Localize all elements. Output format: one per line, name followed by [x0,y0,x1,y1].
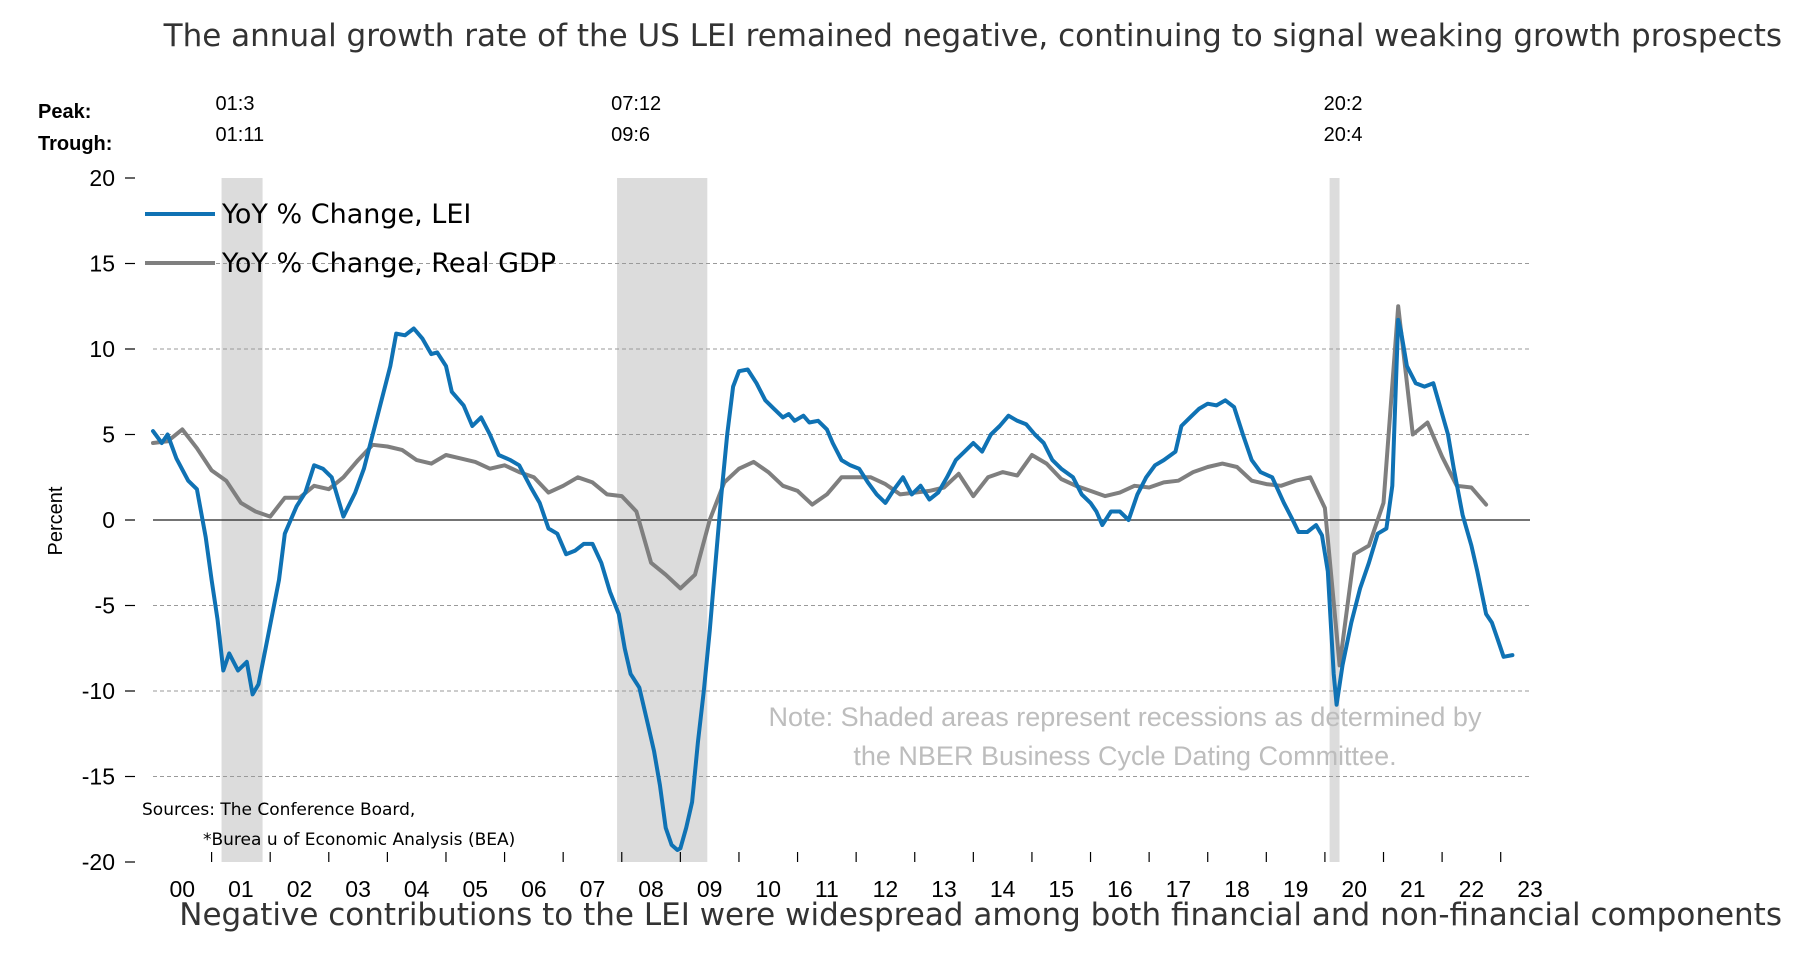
x-axis: 00 01 02 03 04 05 06 07 08 09 10 11 12 13 14 15 16 17 18 19… [170,852,1543,902]
recession-peak-label-2: 07:12 [611,93,661,115]
x-tick-label: 14 [990,876,1016,902]
peak-trough-labels: 01:3 01:11 07:12 09:6 20:2 20:4 [216,93,1363,146]
y-tick-label: 15 [89,251,115,277]
footer-text: Negative contributions to the LEI were w… [179,897,1782,933]
y-tick-label: 20 [89,165,115,191]
x-tick-label: 12 [873,876,899,902]
x-tick-label: 16 [1107,876,1133,902]
note-line-2: the NBER Business Cycle Dating Committee… [853,741,1396,771]
gridlines [153,263,1530,777]
x-tick-label: 20 [1341,876,1367,902]
trough-label: Trough: [38,133,112,155]
source-line-1: Sources: The Conference Board, [142,800,415,820]
series-lines [151,304,1515,852]
x-tick-label: 10 [755,876,781,902]
recession-trough-label-3: 20:4 [1324,124,1363,146]
x-tick-label: 23 [1517,876,1543,902]
x-tick-label: 18 [1224,876,1250,902]
series-line-gdp [151,304,1489,668]
legend-label-lei: YoY % Change, LEI [221,199,471,230]
x-tick-label: 15 [1048,876,1074,902]
x-tick-label: 05 [462,876,488,902]
x-tick-label: 00 [170,876,196,902]
x-tick-label: 22 [1459,876,1485,902]
header-title: The annual growth rate of the US LEI rem… [163,18,1782,54]
x-tick-label: 01 [228,876,254,902]
x-tick-label: 02 [287,876,313,902]
x-tick-label: 07 [580,876,606,902]
y-tick-label: -20 [82,849,115,875]
x-tick-label: 11 [815,876,839,902]
note-line-1: Note: Shaded areas represent recessions … [769,702,1482,732]
x-tick-label: 09 [697,876,723,902]
x-tick-label: 04 [404,876,430,902]
y-axis-label: Percent [45,486,67,555]
source-line-2: *Burea u of Economic Analysis (BEA) [203,830,515,850]
recession-peak-label-3: 20:2 [1324,93,1363,115]
x-tick-label: 13 [931,876,957,902]
recession-peak-label-1: 01:3 [216,93,255,115]
x-tick-label: 21 [1400,876,1426,902]
x-tick-label: 08 [638,876,664,902]
y-tick-label: -10 [82,678,115,704]
recession-trough-label-2: 09:6 [611,124,650,146]
y-tick-label: 0 [102,507,115,533]
series-line-lei [151,317,1515,852]
legend: YoY % Change, LEI YoY % Change, Real GDP [145,199,556,279]
y-tick-label: -5 [95,593,115,619]
y-tick-label: 5 [102,422,115,448]
x-tick-label: 17 [1166,876,1192,902]
peak-label: Peak: [38,101,91,123]
recession-trough-label-1: 01:11 [216,124,265,146]
x-tick-label: 19 [1283,876,1309,902]
y-tick-label: 10 [89,336,115,362]
y-axis: 20 15 10 5 0 -5 -10 -15 -20 [82,165,135,875]
x-tick-label: 06 [521,876,547,902]
legend-label-gdp: YoY % Change, Real GDP [221,248,556,279]
y-tick-label: -15 [82,764,115,790]
x-tick-label: 03 [345,876,371,902]
